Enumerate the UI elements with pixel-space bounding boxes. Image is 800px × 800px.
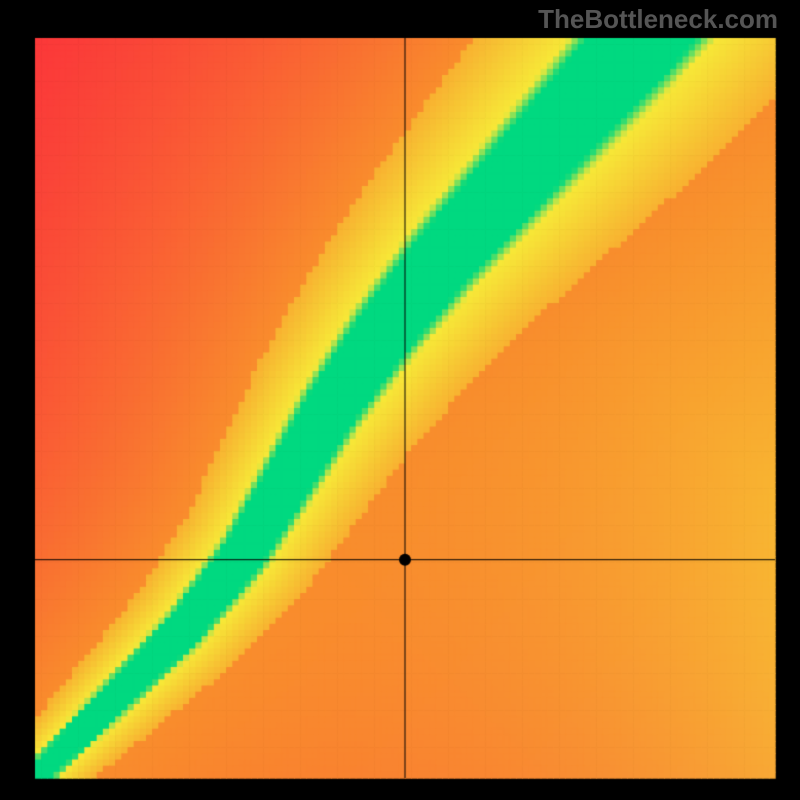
heatmap-canvas [0, 0, 800, 800]
chart-container: TheBottleneck.com [0, 0, 800, 800]
watermark-text: TheBottleneck.com [538, 4, 778, 35]
